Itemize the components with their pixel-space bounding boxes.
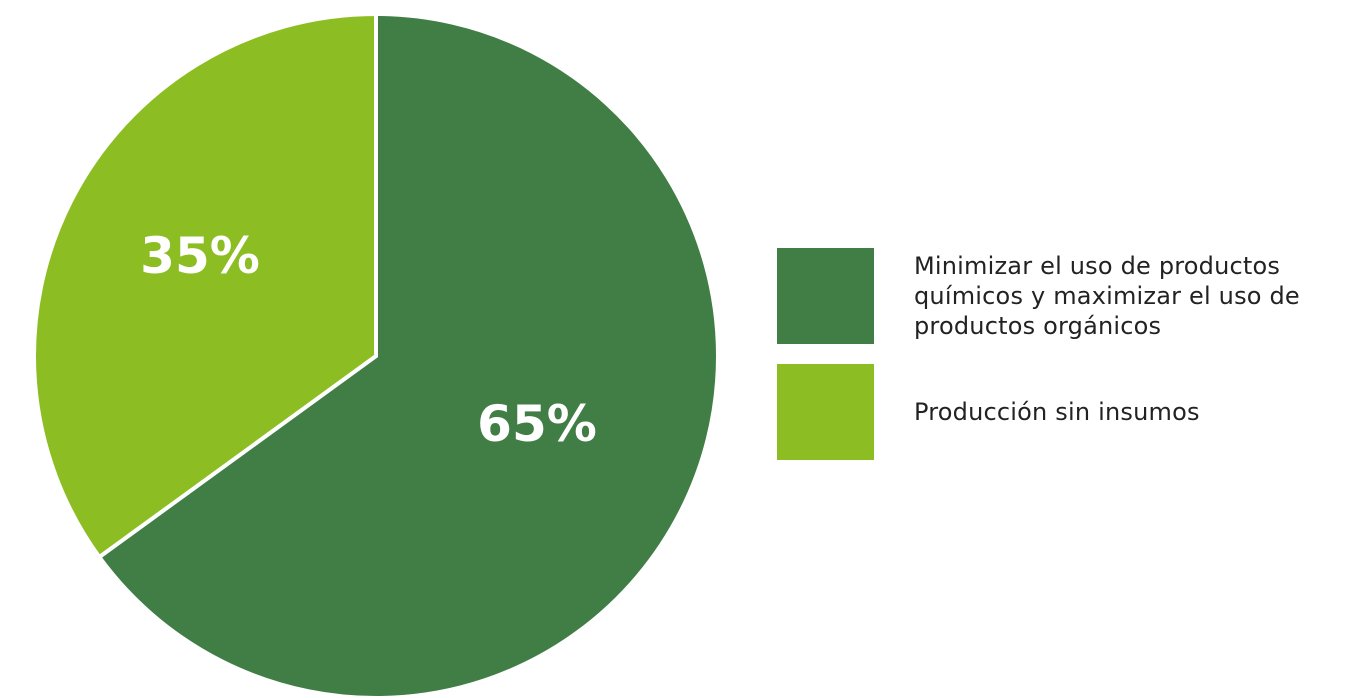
legend: Minimizar el uso de productos químicos y… <box>777 248 1347 480</box>
legend-swatch-1 <box>777 364 874 460</box>
legend-item-0: Minimizar el uso de productos químicos y… <box>777 248 1347 344</box>
legend-label-0: Minimizar el uso de productos químicos y… <box>914 252 1300 340</box>
legend-label-1: Producción sin insumos <box>914 398 1200 426</box>
pie-slice-1 <box>32 11 378 560</box>
slice-label-0: 65% <box>477 395 597 453</box>
legend-swatch-0 <box>777 248 874 344</box>
slice-label-1: 35% <box>140 227 260 285</box>
legend-item-1: Producción sin insumos <box>777 364 1347 460</box>
pie-slice-0 <box>96 11 720 698</box>
